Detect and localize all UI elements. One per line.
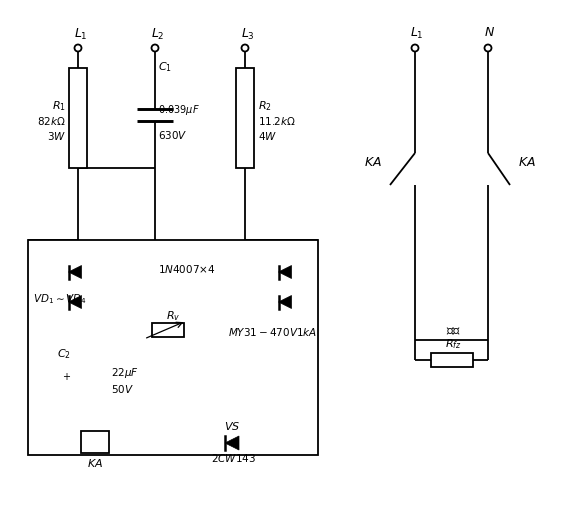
Text: $11.2kΩ$: $11.2kΩ$ — [258, 115, 296, 127]
Polygon shape — [279, 266, 292, 279]
Circle shape — [74, 45, 82, 51]
Bar — [81, 431, 109, 453]
Text: $2CW143$: $2CW143$ — [211, 452, 256, 464]
Polygon shape — [225, 436, 239, 450]
Polygon shape — [69, 295, 82, 309]
Text: $0.039μF$: $0.039μF$ — [158, 103, 200, 117]
Circle shape — [242, 45, 248, 51]
Text: $KA$: $KA$ — [518, 155, 536, 168]
Text: $630V$: $630V$ — [158, 129, 187, 141]
Circle shape — [485, 45, 492, 51]
Text: $R_2$: $R_2$ — [258, 99, 272, 113]
Text: $负载$: $负载$ — [446, 324, 461, 338]
Circle shape — [412, 45, 419, 51]
Text: $R_1$: $R_1$ — [52, 99, 66, 113]
Text: $22μF$: $22μF$ — [111, 366, 139, 380]
Bar — [28, 240, 318, 455]
Bar — [69, 68, 87, 168]
Text: $4W$: $4W$ — [258, 130, 277, 142]
Polygon shape — [279, 295, 292, 309]
Text: $50V$: $50V$ — [111, 383, 134, 395]
Text: $L_3$: $L_3$ — [241, 26, 255, 41]
Circle shape — [151, 45, 159, 51]
Text: $3W$: $3W$ — [47, 130, 66, 142]
Text: $L_1$: $L_1$ — [410, 25, 424, 40]
Text: $1N4007{\times}4$: $1N4007{\times}4$ — [158, 263, 215, 275]
Text: $KA$: $KA$ — [364, 155, 382, 168]
Text: $L_2$: $L_2$ — [151, 26, 165, 41]
Polygon shape — [69, 266, 82, 279]
Text: $C_2$: $C_2$ — [57, 347, 71, 361]
Text: $L_1$: $L_1$ — [74, 26, 88, 41]
Text: $MY31-470V1kA$: $MY31-470V1kA$ — [228, 326, 317, 338]
Text: $R_{fz}$: $R_{fz}$ — [445, 337, 462, 351]
Text: $82kΩ$: $82kΩ$ — [37, 115, 66, 127]
Text: $C_1$: $C_1$ — [158, 60, 172, 74]
Text: $KA$: $KA$ — [87, 457, 103, 469]
Text: $R_v$: $R_v$ — [166, 309, 180, 323]
Bar — [152, 323, 184, 337]
Text: $+$: $+$ — [62, 370, 71, 381]
Text: $N$: $N$ — [484, 26, 496, 39]
Text: $VD_1{\sim}VD_4$: $VD_1{\sim}VD_4$ — [33, 292, 87, 306]
Text: $VS$: $VS$ — [224, 420, 240, 432]
Bar — [431, 353, 472, 367]
Bar — [236, 68, 254, 168]
